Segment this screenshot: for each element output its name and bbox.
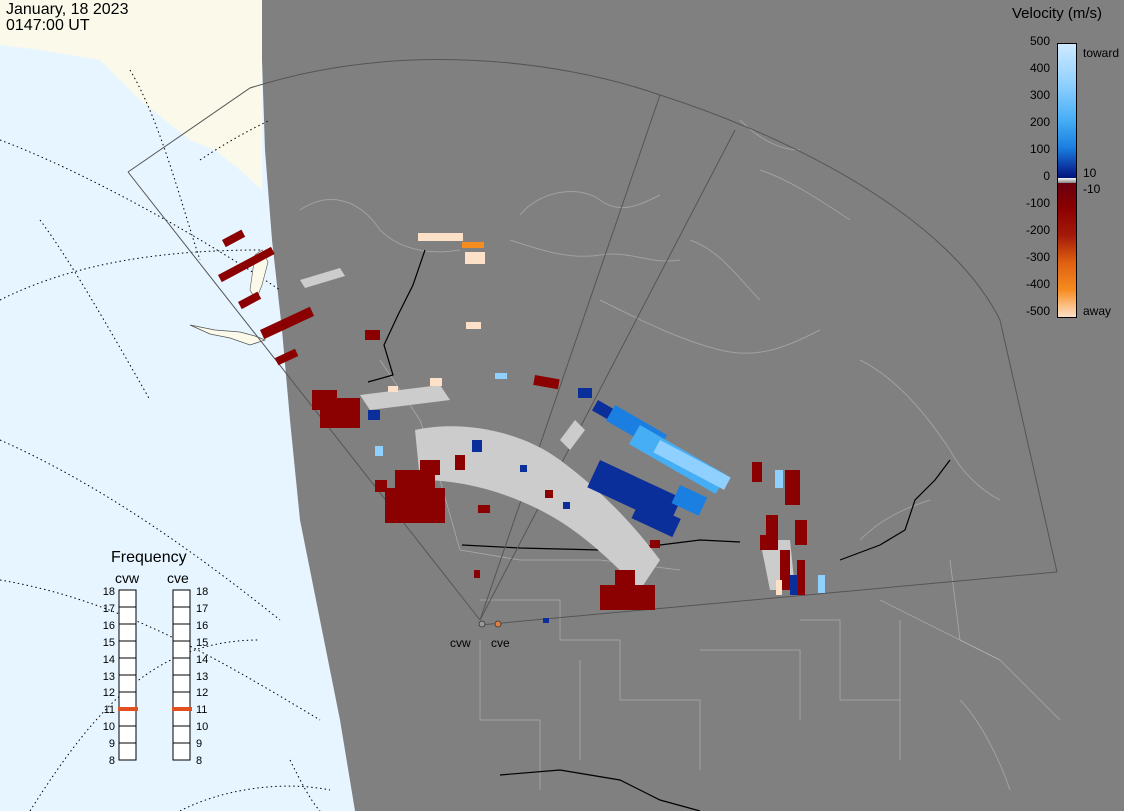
- legend-tick: -300: [1025, 250, 1050, 264]
- alaska-peninsula: [189, 324, 267, 346]
- frequency-column-cve: [172, 589, 192, 761]
- frequency-scale-label: 10: [196, 721, 209, 734]
- frequency-scale-label: 14: [102, 653, 115, 666]
- site-label-cve: cve: [491, 636, 510, 650]
- velocity-colorbar: [1057, 43, 1077, 318]
- frequency-scale-label: 13: [196, 670, 209, 683]
- legend-tick: 500: [1029, 34, 1050, 48]
- frequency-scale-label: 9: [196, 738, 203, 751]
- legend-away-label: away: [1083, 304, 1112, 318]
- legend-tick: 400: [1029, 61, 1050, 75]
- legend-title: Velocity (m/s): [1012, 5, 1103, 22]
- legend-pos-threshold: 10: [1083, 166, 1097, 180]
- frequency-scale-label: 12: [196, 687, 209, 700]
- frequency-scale-label: 12: [102, 687, 115, 700]
- site-label-cvw: cvw: [450, 636, 471, 650]
- legend-tick: -100: [1025, 196, 1050, 210]
- ground-scatter-band: [360, 385, 450, 410]
- frequency-scale-label: 11: [103, 704, 115, 717]
- legend-tick: -400: [1025, 277, 1050, 291]
- frequency-scale-label: 15: [196, 636, 209, 649]
- frequency-scale-label: 14: [196, 653, 209, 666]
- frequency-scale-label: 15: [102, 636, 115, 649]
- land-day: [0, 0, 262, 190]
- frequency-scale-label: 9: [108, 738, 115, 751]
- ground-scatter-band: [300, 268, 345, 288]
- legend-tick: 200: [1029, 115, 1050, 129]
- velocity-cells-toward-vfast: [375, 373, 825, 593]
- frequency-scale-label: 17: [102, 602, 115, 615]
- velocity-cells-away: [218, 229, 807, 610]
- frequency-scale-label: 10: [102, 721, 115, 734]
- frequency-title: Frequency: [111, 549, 187, 566]
- frequency-scale-label: 13: [102, 670, 115, 683]
- frequency-radar-cve: cve: [167, 570, 189, 586]
- legend-toward-label: toward: [1083, 46, 1120, 60]
- frequency-scale-label: 8: [108, 755, 115, 767]
- velocity-cells-away-fast: [388, 233, 782, 595]
- frequency-scale-label: 18: [196, 586, 209, 598]
- legend-tick: 0: [1043, 169, 1050, 183]
- frequency-column-cvw: [118, 589, 138, 761]
- frequency-scale-label: 11: [196, 704, 208, 717]
- frequency-indicator-cvw: [118, 707, 138, 711]
- frequency-scale-label: 8: [196, 755, 203, 767]
- radar-site-icon: [478, 620, 502, 628]
- frequency-scale-label: 16: [102, 619, 115, 632]
- frequency-indicator-cve: [172, 707, 192, 711]
- legend-tick: 300: [1029, 88, 1050, 102]
- ground-scatter-band: [415, 426, 660, 590]
- ground-scatter-band: [560, 420, 585, 450]
- frequency-scale-label: 17: [196, 602, 209, 615]
- field-of-view: [127, 59, 1058, 626]
- legend-tick: 100: [1029, 142, 1050, 156]
- night-terminator-region: [262, 0, 1124, 811]
- legend-tick: -200: [1025, 223, 1050, 237]
- time-label: 0147:00 UT: [6, 17, 90, 34]
- velocity-cell-orange: [462, 242, 484, 248]
- frequency-scale-label: 16: [196, 619, 209, 632]
- frequency-radar-cvw: cvw: [115, 570, 140, 586]
- date-label: January, 18 2023: [6, 1, 129, 18]
- frequency-scale-label: 18: [102, 586, 115, 598]
- legend-tick: -500: [1025, 304, 1050, 318]
- legend-neg-threshold: -10: [1083, 182, 1101, 196]
